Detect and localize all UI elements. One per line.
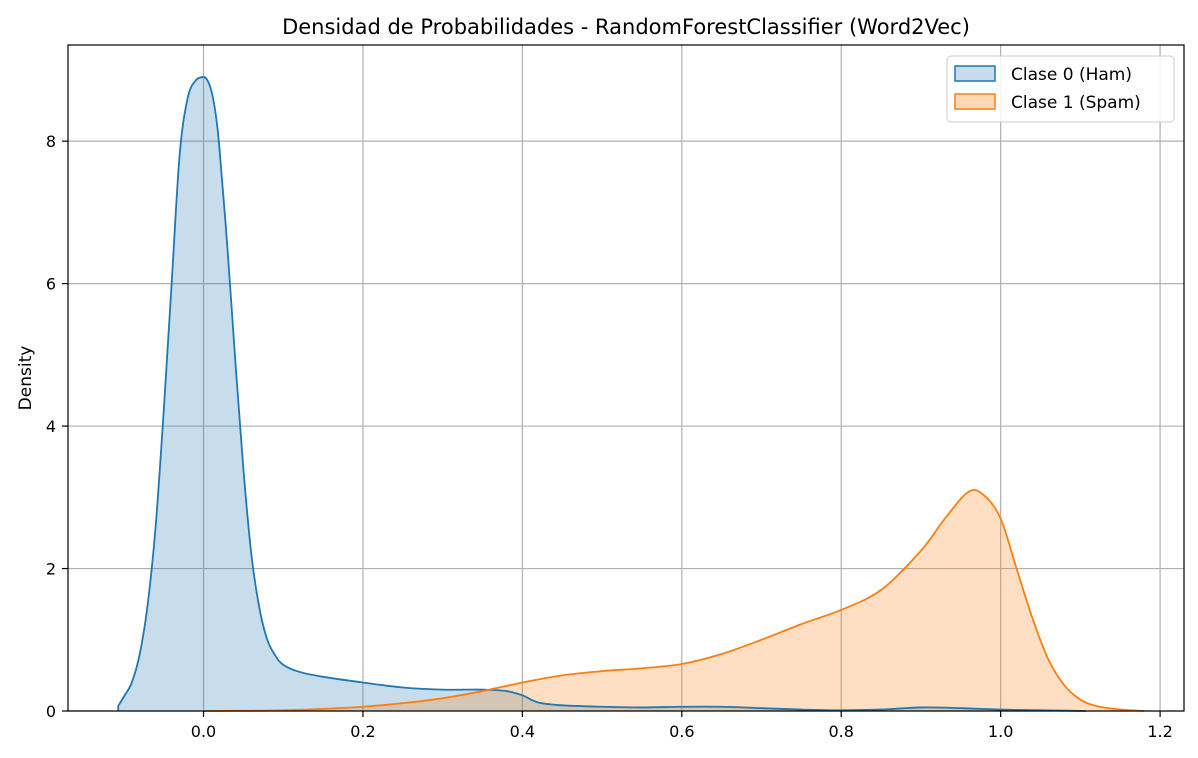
x-axis-ticks: 0.0 0.2 0.4 0.6 0.8 1.0 1.2 (191, 711, 1173, 741)
density-lines (117, 76, 1145, 712)
legend-swatch (954, 93, 996, 110)
x-tick-label: 0.8 (829, 722, 854, 741)
x-tick-label: 0.6 (669, 722, 694, 741)
density-areas (118, 77, 1145, 712)
series-area-0 (118, 77, 1086, 712)
series-line-1 (203, 489, 1145, 712)
legend-label: Clase 1 (Spam) (1011, 93, 1141, 113)
legend-swatch (954, 65, 996, 82)
x-tick-label: 0.0 (191, 722, 216, 741)
legend-box (946, 55, 1175, 123)
plot-frame (67, 44, 1185, 712)
legend-label: Clase 0 (Ham) (1011, 65, 1132, 85)
chart-title: Densidad de Probabilidades - RandomFores… (282, 15, 970, 39)
y-tick-label: 8 (46, 132, 56, 151)
y-axis-label: Density (16, 346, 36, 411)
y-tick-label: 2 (46, 560, 56, 579)
x-tick-label: 0.4 (510, 722, 535, 741)
legend: Clase 0 (Ham) Clase 1 (Spam) (946, 55, 1175, 123)
series-line-0 (117, 76, 1086, 712)
y-axis-ticks: 0 2 4 6 8 (46, 132, 68, 721)
series-area-1 (203, 490, 1145, 711)
y-tick-label: 4 (46, 417, 56, 436)
y-tick-label: 6 (46, 275, 56, 294)
y-tick-label: 0 (46, 702, 56, 721)
x-tick-label: 1.2 (1147, 722, 1172, 741)
x-tick-label: 1.0 (988, 722, 1013, 741)
x-tick-label: 0.2 (350, 722, 375, 741)
